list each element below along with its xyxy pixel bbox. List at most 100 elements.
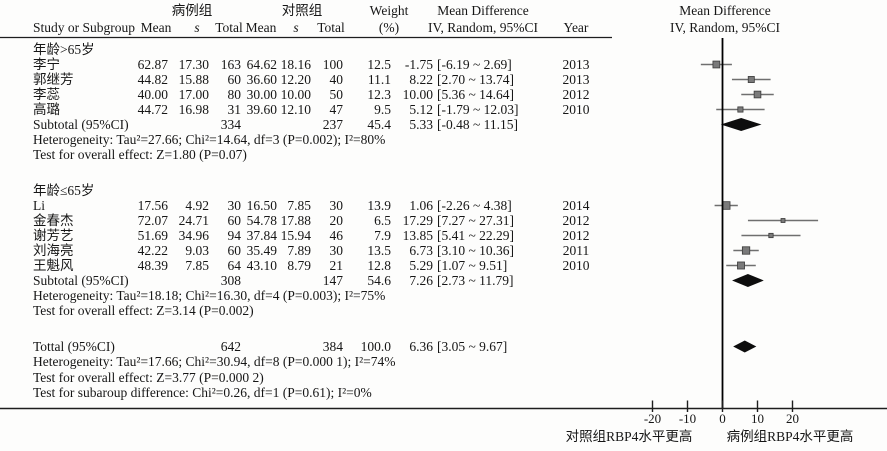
effect-estimate: 1.06 bbox=[409, 198, 433, 213]
control-mean: 36.60 bbox=[246, 72, 277, 87]
weight-value: 12.3 bbox=[367, 87, 391, 102]
case-total: 60 bbox=[227, 243, 242, 258]
study-name: 刘海亮 bbox=[33, 243, 74, 258]
case-total-header: Total bbox=[215, 20, 243, 35]
md-header-line1: Mean Difference bbox=[437, 3, 529, 18]
confidence-interval: [2.70 ~ 13.74] bbox=[437, 72, 515, 87]
confidence-interval: [3.10 ~ 10.36] bbox=[437, 243, 515, 258]
confidence-interval: [-6.19 ~ 2.69] bbox=[437, 57, 512, 72]
control-total: 46 bbox=[329, 228, 344, 243]
subgroup-label: 年龄>65岁 bbox=[33, 42, 95, 57]
weight-value: 9.5 bbox=[374, 102, 391, 117]
confidence-interval: [-2.26 ~ 4.38] bbox=[437, 198, 512, 213]
year-value: 2012 bbox=[562, 228, 590, 243]
control-total-header: Total bbox=[317, 20, 345, 35]
case-mean-header: Mean bbox=[140, 20, 172, 35]
control-total: 40 bbox=[329, 72, 344, 87]
case-total: 334 bbox=[220, 117, 241, 132]
confidence-interval: [1.07 ~ 9.51] bbox=[437, 258, 508, 273]
confidence-interval: [2.73 ~ 11.79] bbox=[437, 273, 514, 288]
control-total: 384 bbox=[322, 339, 343, 354]
case-mean: 51.69 bbox=[137, 228, 168, 243]
control-mean: 35.49 bbox=[246, 243, 277, 258]
study-row: 郭继芳 44.82 15.88 60 36.60 12.20 40 11.1 8.22 [2.70… bbox=[0, 72, 625, 87]
weight-header-line2: (%) bbox=[378, 20, 400, 35]
axis-tick-label: -10 bbox=[678, 411, 697, 426]
case-mean: 62.87 bbox=[137, 57, 168, 72]
subtotal-row: Subtotal (95%CI) 308 147 54.6 7.26 [2.73 ~ 11… bbox=[0, 273, 625, 288]
weight-value: 12.5 bbox=[367, 57, 391, 72]
weight-value: 12.8 bbox=[367, 258, 391, 273]
control-sd: 12.10 bbox=[280, 102, 311, 117]
weight-value: 45.4 bbox=[367, 117, 391, 132]
axis-tick-label: 10 bbox=[751, 411, 764, 426]
effect-estimate: 5.12 bbox=[409, 102, 433, 117]
subgroup-label: 年龄≤65岁 bbox=[33, 183, 95, 198]
year-value: 2011 bbox=[562, 243, 590, 258]
weight-value: 7.9 bbox=[374, 228, 391, 243]
control-sd: 7.85 bbox=[287, 198, 311, 213]
control-total: 50 bbox=[329, 87, 344, 102]
control-mean: 30.00 bbox=[246, 87, 277, 102]
effect-estimate: 5.29 bbox=[409, 258, 433, 273]
case-sd: 7.85 bbox=[185, 258, 209, 273]
confidence-interval: [7.27 ~ 27.31] bbox=[437, 213, 515, 228]
note-line: Test for overall effect: Z=3.14 (P=0.002… bbox=[33, 303, 254, 318]
control-total: 30 bbox=[329, 198, 344, 213]
study-name: 郭继芳 bbox=[33, 72, 74, 87]
study-row: 李宁 62.87 17.30 163 64.62 18.16 100 12.5 -1.75 [-6… bbox=[0, 57, 625, 72]
control-sd: 15.94 bbox=[280, 228, 311, 243]
axis-tick-label: -20 bbox=[643, 411, 662, 426]
case-mean: 42.22 bbox=[137, 243, 168, 258]
study-row: 谢芳艺 51.69 34.96 94 37.84 15.94 46 7.9 13.85 [5.41… bbox=[0, 228, 625, 243]
case-sd: 4.92 bbox=[185, 198, 209, 213]
subtotal-diamond bbox=[720, 118, 762, 131]
control-total: 237 bbox=[322, 117, 343, 132]
year-value: 2010 bbox=[562, 102, 590, 117]
weight-value: 13.5 bbox=[367, 243, 391, 258]
subtotal-row: Subtotal (95%CI) 334 237 45.4 5.33 [-0.48 ~ 1… bbox=[0, 117, 625, 132]
axis-label-right: 病例组RBP4水平更高 bbox=[726, 429, 854, 444]
point-estimate-square bbox=[768, 232, 774, 239]
case-sd: 24.71 bbox=[178, 213, 209, 228]
note-line: Heterogeneity: Tau²=27.66; Chi²=14.64, d… bbox=[33, 132, 386, 147]
year-value: 2010 bbox=[562, 258, 590, 273]
case-sd: 34.96 bbox=[178, 228, 209, 243]
case-mean: 17.56 bbox=[137, 198, 168, 213]
study-column-header: Study or Subgroup bbox=[33, 20, 136, 35]
study-name: Li bbox=[33, 198, 45, 213]
case-total: 30 bbox=[227, 198, 242, 213]
weight-value: 6.5 bbox=[374, 213, 391, 228]
confidence-interval: [5.41 ~ 22.29] bbox=[437, 228, 515, 243]
weight-value: 13.9 bbox=[367, 198, 391, 213]
study-name: 李宁 bbox=[33, 57, 60, 72]
note-line: Test for subaroup difference: Chi²=0.26,… bbox=[33, 385, 372, 400]
case-total: 64 bbox=[227, 258, 242, 273]
control-mean: 16.50 bbox=[246, 198, 277, 213]
control-mean-header: Mean bbox=[245, 20, 277, 35]
study-name: 谢芳艺 bbox=[33, 228, 74, 243]
point-estimate-square bbox=[737, 261, 745, 270]
control-total: 20 bbox=[329, 213, 344, 228]
control-sd: 7.89 bbox=[287, 243, 311, 258]
study-row: 王魁风 48.39 7.85 64 43.10 8.79 21 12.8 5.29 [1.07 ~… bbox=[0, 258, 625, 273]
control-sd: 12.20 bbox=[280, 72, 311, 87]
control-sd: 17.88 bbox=[280, 213, 311, 228]
subgroup-header-row: 年龄≤65岁 bbox=[0, 183, 625, 198]
weight-value: 11.1 bbox=[367, 72, 391, 87]
point-estimate-square bbox=[780, 218, 786, 223]
control-sd-header: s bbox=[293, 20, 299, 35]
effect-estimate: 13.85 bbox=[402, 228, 433, 243]
study-name: 金春杰 bbox=[33, 213, 74, 228]
plot-md-header-line2: IV, Random, 95%CI bbox=[670, 20, 780, 35]
control-sd: 8.79 bbox=[287, 258, 311, 273]
case-group-header: 病例组 bbox=[171, 3, 213, 18]
study-name: 高璐 bbox=[33, 102, 60, 117]
control-sd: 10.00 bbox=[280, 87, 311, 102]
study-row: 金春杰 72.07 24.71 60 54.78 17.88 20 6.5 17.29 [7.27… bbox=[0, 213, 625, 228]
year-value: 2013 bbox=[562, 57, 590, 72]
control-mean: 64.62 bbox=[246, 57, 277, 72]
note-line: Test for overall effect: Z=1.80 (P=0.07) bbox=[33, 147, 247, 162]
point-estimate-square bbox=[741, 246, 751, 255]
